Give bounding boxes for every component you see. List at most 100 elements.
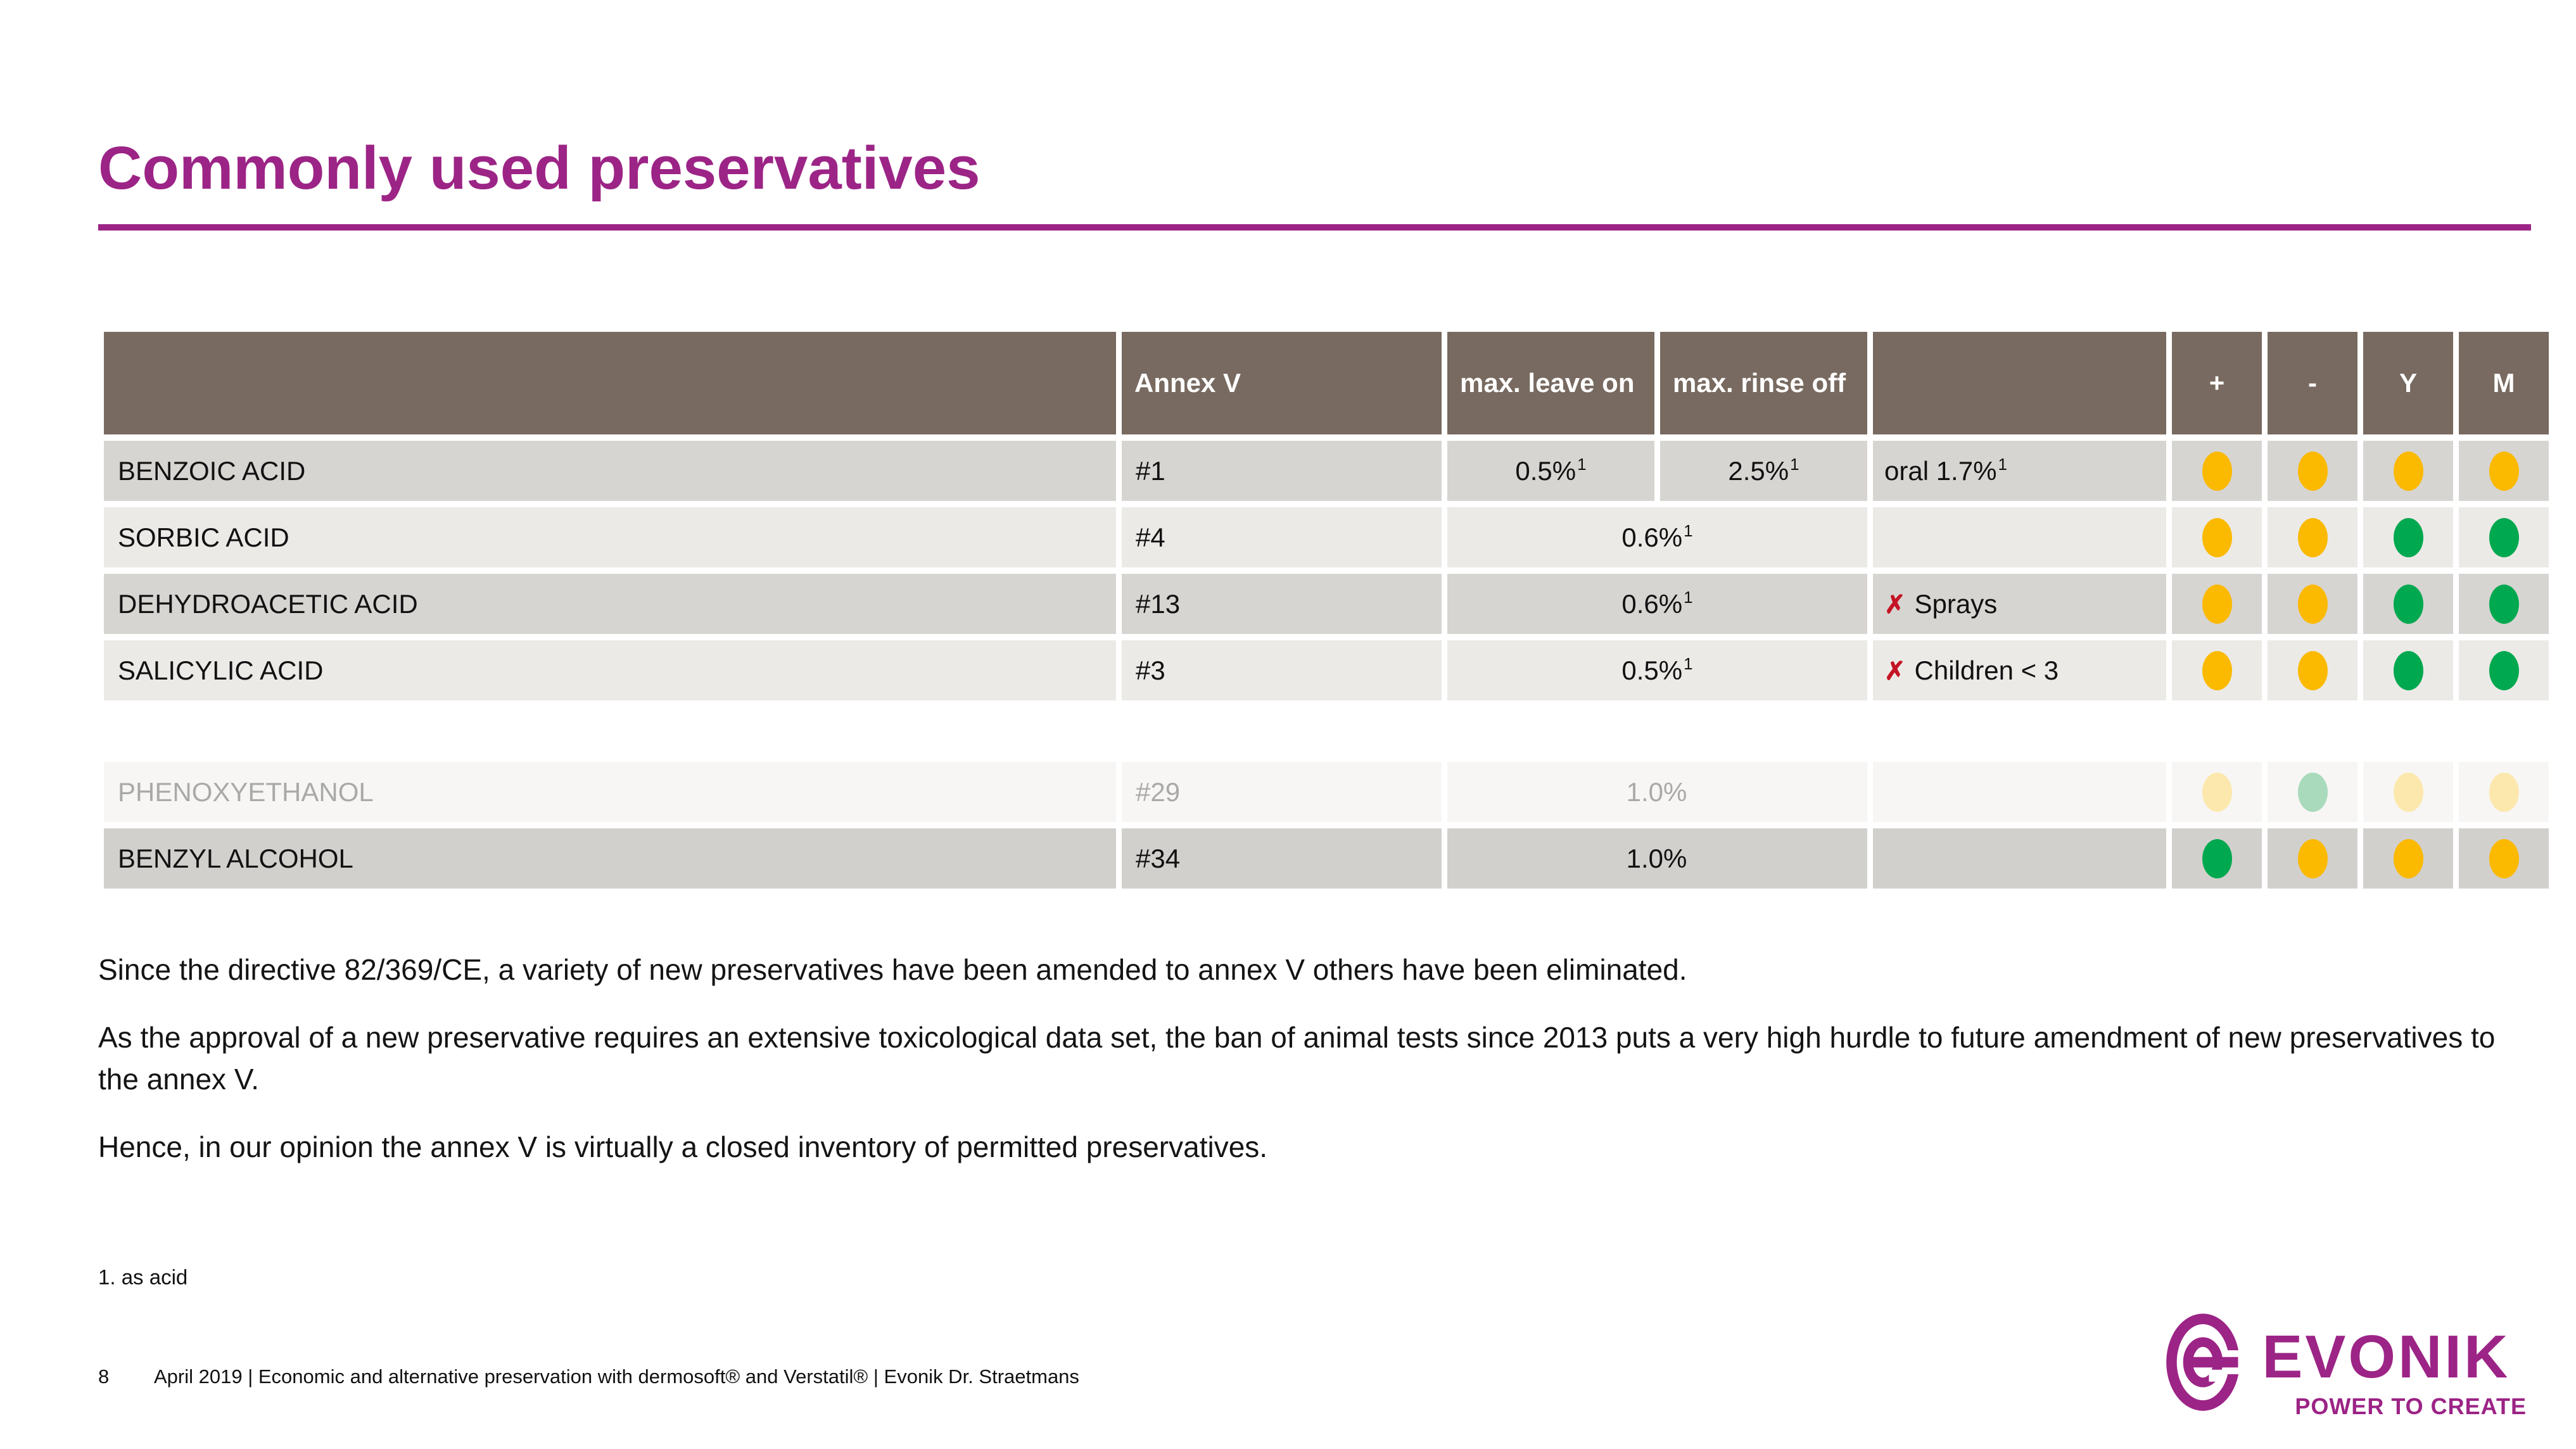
evonik-logo: EVONIK POWER TO CREATE bbox=[2166, 1312, 2527, 1420]
cell-rating-mold bbox=[2459, 507, 2549, 567]
cell-rating-minus bbox=[2268, 762, 2358, 822]
x-icon: ✗ bbox=[1884, 590, 1906, 619]
header-notes bbox=[1873, 332, 2166, 434]
slide-content: Commonly used preservatives Annex V max.… bbox=[98, 134, 2554, 1168]
max-value: 1.0% bbox=[1626, 776, 1687, 807]
status-dot bbox=[2202, 584, 2232, 624]
cell-rating-mold bbox=[2459, 574, 2549, 634]
body-paragraph: As the approval of a new preservative re… bbox=[98, 1020, 2496, 1096]
cell-rating-mold bbox=[2459, 762, 2549, 822]
cell-max-merged: 0.6%1 bbox=[1447, 574, 1867, 634]
footer-text: April 2019 | Economic and alternative pr… bbox=[154, 1365, 1079, 1388]
footnote-ref: 1 bbox=[1577, 454, 1587, 474]
status-dot bbox=[2489, 451, 2519, 491]
note-text: Sprays bbox=[1914, 588, 1998, 619]
cell-rating-minus bbox=[2268, 441, 2357, 501]
status-dot bbox=[2393, 584, 2423, 624]
body-paragraph: Since the directive 82/369/CE, a variety… bbox=[98, 953, 1687, 986]
cell-rating-mold bbox=[2459, 828, 2549, 889]
cell-rating-plus bbox=[2172, 507, 2262, 567]
cell-notes bbox=[1873, 507, 2166, 567]
body-paragraph: Hence, in our opinion the annex V is vir… bbox=[98, 1130, 1268, 1164]
footnote-ref: 1 bbox=[1684, 654, 1693, 673]
status-dot bbox=[2393, 772, 2423, 812]
status-dot bbox=[2489, 584, 2519, 624]
cell-rating-yeast bbox=[2363, 441, 2453, 501]
max-value: 0.6% bbox=[1621, 522, 1683, 552]
cell-rating-plus bbox=[2172, 828, 2262, 889]
cell-rating-minus bbox=[2268, 828, 2358, 889]
status-dot bbox=[2297, 772, 2328, 812]
brand-wordmark: EVONIK bbox=[2262, 1323, 2511, 1391]
header-mold: M bbox=[2459, 332, 2549, 434]
cell-rinse-off: 2.5%1 bbox=[1660, 441, 1867, 501]
leave-on-value: 0.5% bbox=[1515, 455, 1577, 486]
rinse-off-value: 2.5% bbox=[1728, 455, 1789, 486]
preservatives-table-secondary: PHENOXYETHANOL #29 1.0% BENZYL ALCOHOL #… bbox=[98, 756, 2554, 895]
cell-rating-plus bbox=[2172, 640, 2262, 700]
page-title: Commonly used preservatives bbox=[98, 134, 980, 202]
status-dot bbox=[2489, 517, 2519, 557]
status-dot bbox=[2489, 838, 2519, 878]
cell-annex: #29 bbox=[1122, 762, 1442, 822]
header-annex-v: Annex V bbox=[1122, 332, 1442, 434]
footnote-ref: 1 bbox=[1684, 521, 1693, 540]
cell-max-merged: 1.0% bbox=[1447, 762, 1868, 822]
table-row: SALICYLIC ACID #3 0.5%1 ✗ Children < 3 bbox=[104, 640, 2549, 700]
footnote-ref: 1 bbox=[1684, 587, 1693, 607]
max-value: 1.0% bbox=[1626, 843, 1687, 873]
note-text: Children < 3 bbox=[1914, 655, 2059, 685]
footnote-ref: 1 bbox=[1998, 454, 2007, 474]
cell-rating-minus bbox=[2268, 507, 2357, 567]
slide-footer: 8 April 2019 | Economic and alternative p… bbox=[98, 1365, 1079, 1388]
cell-notes: ✗ Children < 3 bbox=[1873, 640, 2166, 700]
cell-name: BENZYL ALCOHOL bbox=[104, 828, 1116, 889]
header-max-rinse-off: max. rinse off bbox=[1660, 332, 1867, 434]
cell-notes bbox=[1873, 828, 2167, 889]
table-row: BENZYL ALCOHOL #34 1.0% bbox=[104, 828, 2549, 889]
status-dot bbox=[2202, 650, 2232, 690]
cell-name: SALICYLIC ACID bbox=[104, 640, 1116, 700]
header-plus: + bbox=[2172, 332, 2262, 434]
logo-text: EVONIK POWER TO CREATE bbox=[2262, 1312, 2527, 1420]
status-dot bbox=[2297, 517, 2328, 557]
status-dot bbox=[2202, 451, 2232, 491]
cell-annex: #4 bbox=[1122, 507, 1442, 567]
status-dot bbox=[2297, 584, 2328, 624]
cell-max-merged: 1.0% bbox=[1447, 828, 1868, 889]
cell-rating-yeast bbox=[2363, 507, 2453, 567]
body-text: Since the directive 82/369/CE, a variety… bbox=[98, 949, 2531, 1168]
status-dot bbox=[2297, 650, 2328, 690]
table-row: DEHYDROACETIC ACID #13 0.6%1 ✗ Sprays bbox=[104, 574, 2549, 634]
table-header-row: Annex V max. leave on max. rinse off + -… bbox=[104, 332, 2549, 434]
cell-notes: ✗ Sprays bbox=[1873, 574, 2166, 634]
evonik-circle-e-icon bbox=[2166, 1313, 2241, 1411]
max-value: 0.5% bbox=[1621, 655, 1683, 685]
cell-rating-minus bbox=[2268, 574, 2357, 634]
cell-annex: #34 bbox=[1122, 828, 1442, 889]
note-text: oral 1.7% bbox=[1884, 455, 1997, 486]
status-dot bbox=[2393, 517, 2423, 557]
status-dot bbox=[2202, 517, 2232, 557]
table-row: PHENOXYETHANOL #29 1.0% bbox=[104, 762, 2549, 822]
cell-rating-mold bbox=[2459, 441, 2549, 501]
cell-name: SORBIC ACID bbox=[104, 507, 1116, 567]
cell-rating-plus bbox=[2172, 574, 2262, 634]
cell-rating-yeast bbox=[2363, 828, 2454, 889]
status-dot bbox=[2393, 838, 2423, 878]
cell-max-merged: 0.5%1 bbox=[1447, 640, 1867, 700]
header-max-leave-on: max. leave on bbox=[1447, 332, 1654, 434]
max-value: 0.6% bbox=[1621, 588, 1683, 619]
header-minus: - bbox=[2268, 332, 2357, 434]
status-dot bbox=[2489, 772, 2519, 812]
brand-tagline: POWER TO CREATE bbox=[2295, 1393, 2527, 1420]
status-dot bbox=[2202, 838, 2232, 878]
cell-rating-yeast bbox=[2363, 762, 2454, 822]
cell-notes bbox=[1873, 762, 2167, 822]
header-yeast: Y bbox=[2363, 332, 2453, 434]
preservatives-table: Annex V max. leave on max. rinse off + -… bbox=[98, 326, 2554, 707]
status-dot bbox=[2393, 451, 2423, 491]
cell-annex: #1 bbox=[1122, 441, 1442, 501]
footnote: 1. as acid bbox=[98, 1265, 188, 1289]
